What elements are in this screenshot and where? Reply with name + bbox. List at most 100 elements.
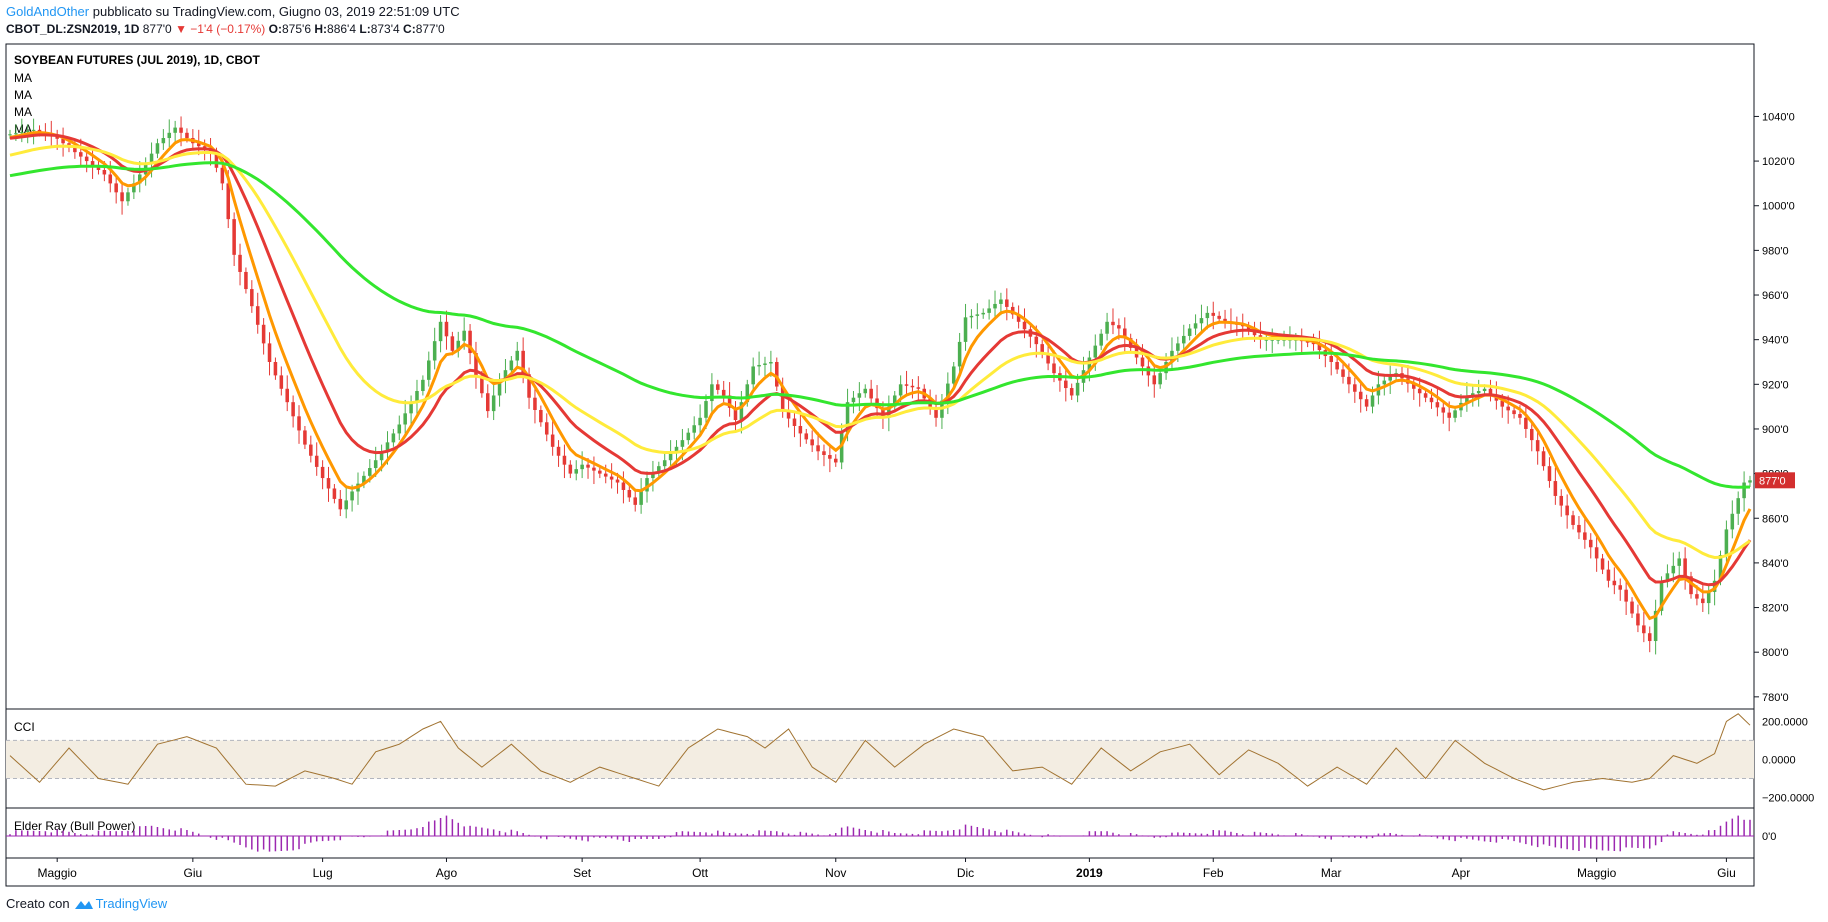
price-tick-label: 840'0 (1762, 558, 1789, 570)
candle-body (350, 491, 354, 501)
time-tick-label: Apr (1452, 866, 1471, 880)
candle-body (1252, 330, 1257, 336)
last-price-badge-label: 877'0 (1759, 475, 1786, 487)
candle-body (592, 467, 596, 471)
candle-body (1193, 323, 1198, 329)
candle-body (1736, 498, 1740, 514)
candle-body (1594, 547, 1599, 559)
candle-body (491, 395, 496, 412)
close-label: C: (403, 22, 416, 36)
legend-ma-1[interactable]: MA (14, 71, 32, 85)
candle-body (1441, 407, 1446, 413)
high-value: 886'4 (327, 22, 357, 36)
candle-body (1093, 345, 1098, 358)
candle-body (84, 156, 89, 162)
candle-body (79, 152, 83, 157)
candle-body (1471, 393, 1475, 396)
candle-body (1246, 326, 1251, 331)
tradingview-link[interactable]: TradingView (95, 896, 168, 911)
created-with-text: Creato con (6, 896, 70, 911)
candle-body (474, 353, 478, 376)
candle-body (910, 385, 915, 388)
candle-body (951, 366, 956, 384)
price-tick-label: 920'0 (1762, 379, 1789, 391)
candle-body (662, 460, 667, 467)
candle-body (314, 455, 319, 467)
candle-body (1181, 335, 1186, 344)
candle-body (1653, 610, 1658, 642)
candle-body (550, 434, 555, 447)
time-tick-label: 2019 (1076, 866, 1103, 880)
candle-body (792, 418, 797, 426)
candle-body (220, 167, 225, 184)
candle-body (255, 306, 260, 325)
open-value: 875'6 (282, 22, 311, 36)
low-label: L: (359, 22, 371, 36)
candle-body (291, 402, 295, 417)
candle-body (562, 455, 567, 465)
candle-body (1052, 363, 1056, 374)
candle-body (839, 432, 844, 463)
legend-ma-3[interactable]: MA (14, 105, 32, 119)
candle-body (421, 379, 425, 392)
candle-body (745, 384, 750, 403)
candle-body (1588, 539, 1593, 548)
candle-body (1417, 388, 1422, 394)
candle-body (20, 132, 24, 134)
author-link[interactable]: GoldAndOther (6, 4, 90, 19)
candle-body (1659, 580, 1664, 611)
candle-body (987, 308, 991, 313)
candle-body (751, 366, 755, 385)
candle-body (1706, 591, 1711, 604)
candle-body (1642, 625, 1646, 634)
candle-body (137, 174, 142, 184)
candle-body (1305, 341, 1310, 343)
candle-body (432, 341, 437, 361)
candle-body (1571, 515, 1575, 525)
candle-body (804, 433, 809, 440)
candle-body (533, 397, 537, 410)
candle-body (173, 127, 177, 133)
candle-body (810, 439, 814, 446)
candle-body (373, 460, 378, 469)
candle-body (615, 479, 620, 483)
candle-body (1671, 565, 1676, 574)
published-text: pubblicato su TradingView.com, Giugno 03… (92, 4, 460, 19)
tradingview-logo-icon (74, 900, 93, 909)
legend-ma-2[interactable]: MA (14, 88, 32, 102)
candle-body (1630, 601, 1634, 614)
candle-body (8, 134, 12, 136)
candle-body (1677, 558, 1681, 566)
candle-body (31, 129, 36, 131)
time-axis: Maggio Giu Lug Ago Set Ott Nov Dic 2019 Feb Mar Apr… (38, 858, 1736, 880)
candle-body (1701, 598, 1705, 604)
candle-body (214, 152, 219, 168)
candle-body (250, 289, 254, 307)
time-tick-label: Maggio (38, 866, 78, 880)
cci-band (6, 740, 1754, 779)
candle-body (1412, 383, 1416, 389)
candle-body (462, 330, 466, 341)
candle-body (1488, 388, 1493, 395)
candle-body (485, 393, 490, 412)
candle-body (497, 379, 502, 396)
candle-body (161, 138, 166, 144)
candle-body (179, 127, 183, 133)
candle-body (1695, 594, 1699, 599)
candle-body (1140, 357, 1145, 367)
candle-body (1500, 400, 1505, 407)
candle-body (686, 432, 691, 441)
candle-body (1111, 321, 1115, 326)
candle-body (1718, 555, 1723, 581)
candle-body (379, 451, 384, 461)
candle-body (273, 361, 278, 376)
candle-body (1370, 395, 1375, 407)
time-tick-label: Mar (1321, 866, 1342, 880)
ma-line-1 (9, 130, 1752, 621)
candle-body (303, 430, 307, 445)
candle-body (621, 482, 626, 490)
candle-body (775, 361, 779, 387)
candle-body (845, 402, 850, 433)
candle-body (1465, 395, 1469, 403)
